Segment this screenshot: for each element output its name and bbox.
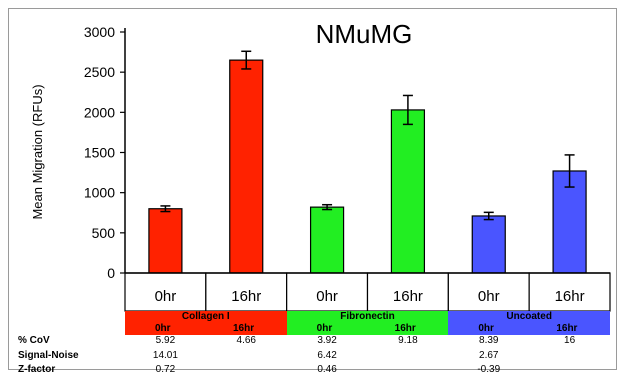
- y-axis: 0 500 1000 1500 2000 2500 3000: [84, 24, 125, 281]
- category-boxes: 0hr 16hr 0hr 16hr 0hr 16hr: [124, 272, 611, 312]
- stat-value: 0.72: [155, 364, 176, 375]
- x-tick-label: 0hr: [478, 288, 500, 305]
- stat-value: 0.46: [317, 364, 337, 375]
- stat-value: 16: [564, 335, 576, 346]
- bars: [148, 59, 587, 274]
- group-sub-label: 16hr: [556, 323, 578, 334]
- error-bars: [160, 50, 575, 221]
- stat-value: 5.92: [155, 335, 176, 346]
- group-sub-label: 0hr: [155, 323, 171, 334]
- x-tick-label: 16hr: [231, 288, 261, 305]
- stat-value: 4.66: [236, 335, 256, 346]
- stat-value: 3.92: [317, 335, 337, 346]
- bar: [552, 170, 587, 274]
- chart-title: NMuMG: [316, 19, 413, 49]
- stat-label-z-factor: Z-factor: [18, 364, 56, 375]
- group-band: Collagen I 0hr 16hr: [125, 311, 287, 335]
- x-tick-label: 16hr: [555, 288, 585, 305]
- stat-label-signal-noise: Signal-Noise: [18, 350, 79, 361]
- bar: [309, 206, 345, 274]
- bar: [229, 59, 264, 274]
- stat-value: 14.01: [152, 350, 178, 361]
- group-sub-label: 0hr: [478, 323, 494, 334]
- group-name: Collagen I: [181, 311, 230, 322]
- bar: [471, 215, 506, 274]
- y-tick-label: 2000: [84, 104, 115, 120]
- group-name: Fibronectin: [340, 311, 395, 322]
- y-tick-label: 0: [107, 265, 115, 281]
- stat-value: 9.18: [398, 335, 418, 346]
- y-tick-label: 2500: [84, 64, 115, 80]
- y-axis-label: Mean Migration (RFUs): [30, 84, 45, 219]
- stat-label-cov: % CoV: [18, 335, 50, 346]
- figure-frame: [8, 8, 617, 370]
- y-tick-label: 1000: [84, 185, 115, 201]
- bar: [390, 109, 426, 274]
- stat-value: -0.39: [477, 364, 501, 375]
- stat-value: 6.42: [317, 350, 337, 361]
- group-band: Fibronectin 0hr 16hr: [286, 311, 449, 335]
- group-name: Uncoated: [506, 311, 552, 322]
- x-tick-label: 0hr: [316, 288, 338, 305]
- category-box: [528, 272, 611, 312]
- x-tick-label: 16hr: [393, 288, 423, 305]
- x-tick-label: 0hr: [155, 288, 177, 305]
- y-tick-label: 500: [92, 225, 116, 241]
- stat-value: 2.67: [479, 350, 499, 361]
- y-tick-label: 3000: [84, 24, 115, 40]
- group-sub-label: 16hr: [233, 323, 255, 334]
- group-sub-label: 0hr: [316, 323, 333, 334]
- group-sub-label: 16hr: [394, 323, 416, 334]
- y-tick-label: 1500: [84, 145, 115, 161]
- stat-value: 8.39: [479, 335, 499, 346]
- group-band: Uncoated 0hr 16hr: [448, 311, 610, 335]
- bar: [148, 208, 183, 274]
